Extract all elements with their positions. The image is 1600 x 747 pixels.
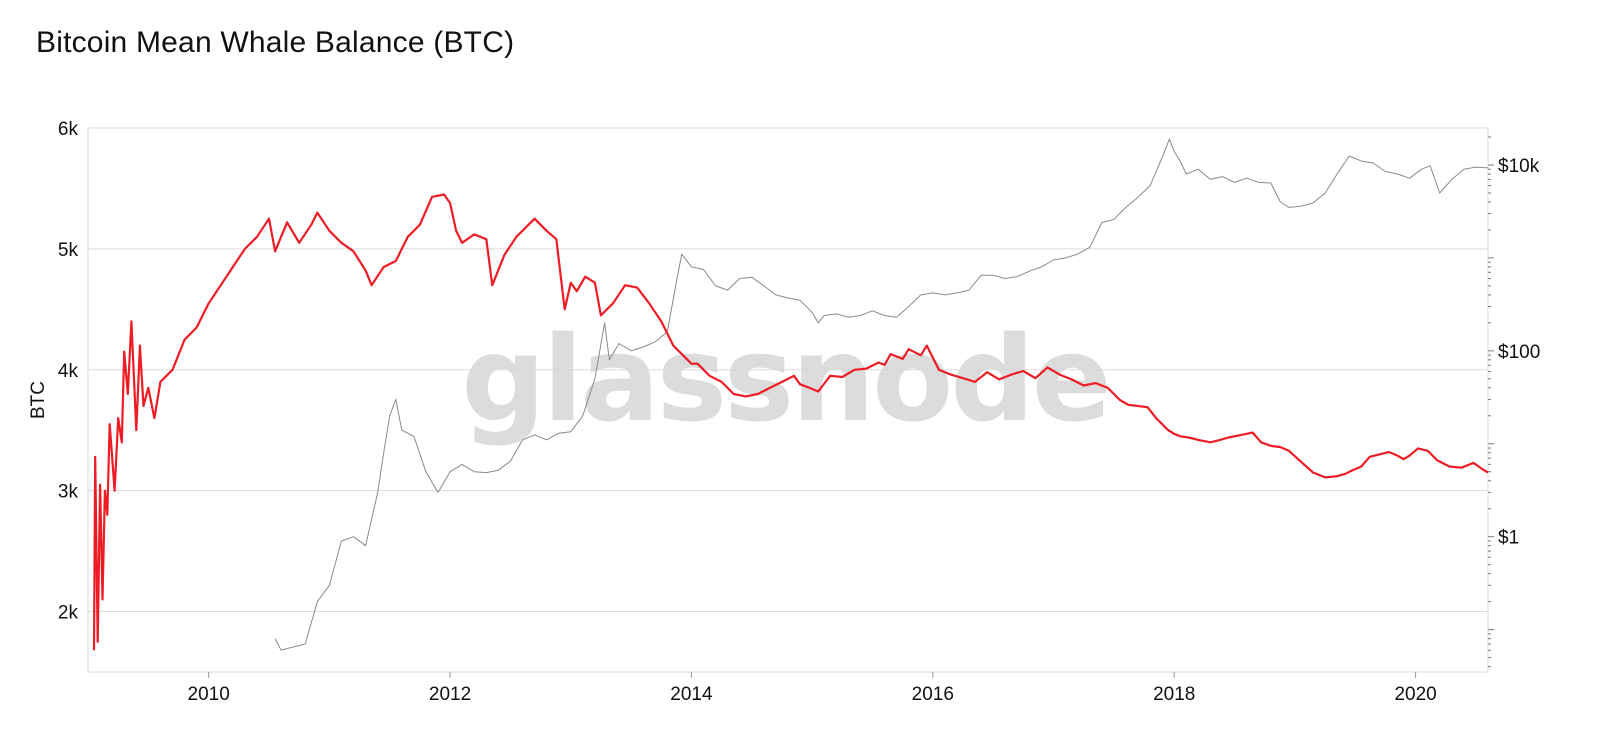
axes [87, 127, 1494, 678]
x-tick-label: 2014 [670, 684, 713, 705]
price-line [274, 138, 1489, 651]
whale-balance-series [92, 193, 1489, 651]
y-tick-label: 6k [58, 119, 79, 140]
y-tick-label: 4k [58, 361, 79, 382]
plot-frame [87, 127, 1489, 673]
x-tick-label: 2012 [429, 684, 471, 705]
y2-tick-label: $1 [1498, 528, 1519, 549]
y-tick-label: 5k [58, 240, 79, 261]
x-tick-label: 2016 [912, 684, 954, 705]
x-tick-label: 2018 [1153, 684, 1195, 705]
x-tick-label: 2010 [188, 684, 230, 705]
price-series [274, 138, 1489, 651]
y2-tick-label: $100 [1498, 342, 1540, 363]
chart-title: Bitcoin Mean Whale Balance (BTC) [36, 26, 515, 59]
grid [88, 127, 1488, 613]
whale-balance-line [92, 193, 1489, 651]
x-tick-label: 2020 [1394, 684, 1436, 705]
y-tick-label: 3k [58, 482, 79, 503]
glassnode-watermark: glassnode [461, 310, 1109, 448]
y-axis-label: BTC [28, 381, 49, 419]
y-tick-label: 2k [58, 603, 79, 624]
y2-tick-label: $10k [1498, 156, 1540, 177]
axis-labels: 2k 3k 4k 5k 6k BTC 2010 2012 2014 2016 2018 2020 $1 $… [28, 119, 1540, 705]
